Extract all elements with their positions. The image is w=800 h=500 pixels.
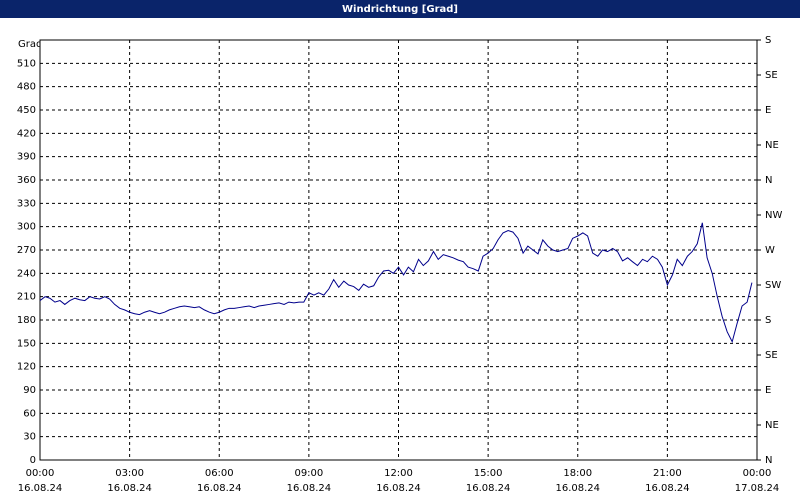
y-tick-label: 60 [23, 408, 36, 419]
y-tick-label: 180 [17, 315, 36, 326]
y-tick-label: 30 [23, 432, 36, 443]
x-tick-date: 16.08.24 [197, 483, 242, 494]
x-tick-label: 18:00 [563, 468, 592, 479]
x-tick-date: 16.08.24 [18, 483, 63, 494]
x-tick-date: 16.08.24 [287, 483, 332, 494]
y2-tick-label: SE [765, 70, 778, 81]
y2-tick-label: N [765, 175, 772, 186]
x-tick-label: 12:00 [384, 468, 413, 479]
x-tick-date: 17.08.24 [735, 483, 780, 494]
y-tick-label: 210 [17, 292, 36, 303]
y2-tick-label: SE [765, 350, 778, 361]
y-tick-label: 120 [17, 362, 36, 373]
y-tick-label: 390 [17, 152, 36, 163]
y2-tick-label: S [765, 315, 771, 326]
x-tick-label: 00:00 [26, 468, 55, 479]
x-tick-date: 16.08.24 [555, 483, 600, 494]
x-tick-label: 03:00 [115, 468, 144, 479]
data-line [39, 222, 753, 344]
y2-tick-label: E [765, 105, 771, 116]
y2-tick-label: NE [765, 140, 779, 151]
x-tick-date: 16.08.24 [466, 483, 511, 494]
y2-tick-label: NE [765, 420, 779, 431]
y-tick-label: 90 [23, 385, 36, 396]
x-tick-date: 16.08.24 [107, 483, 152, 494]
x-tick-date: 16.08.24 [645, 483, 690, 494]
y-tick-label: 450 [17, 105, 36, 116]
chart-title: Windrichtung [Grad] [342, 4, 458, 15]
y2-tick-label: N [765, 455, 772, 466]
x-tick-label: 00:00 [743, 468, 772, 479]
x-tick-label: 09:00 [294, 468, 323, 479]
y-tick-label: 360 [17, 175, 36, 186]
x-tick-label: 06:00 [205, 468, 234, 479]
plot-border [39, 39, 758, 461]
y-tick-label: 480 [17, 82, 36, 93]
y-tick-label: 0 [30, 455, 36, 466]
y-tick-label: 300 [17, 222, 36, 233]
y2-tick-label: E [765, 385, 771, 396]
y2-tick-label: S [765, 35, 771, 46]
y-axis-label: Grad [18, 39, 42, 50]
x-tick-date: 16.08.24 [376, 483, 421, 494]
y-tick-label: 420 [17, 128, 36, 139]
y-tick-label: 330 [17, 198, 36, 209]
y-tick-label: 510 [17, 58, 36, 69]
y2-tick-label: W [765, 245, 775, 256]
y-tick-label: 150 [17, 338, 36, 349]
y-tick-label: 270 [17, 245, 36, 256]
y2-tick-label: SW [765, 280, 781, 291]
y2-tick-label: NW [765, 210, 782, 221]
title-bar [0, 0, 800, 18]
x-tick-label: 21:00 [653, 468, 682, 479]
x-tick-label: 15:00 [474, 468, 503, 479]
y-tick-label: 240 [17, 268, 36, 279]
